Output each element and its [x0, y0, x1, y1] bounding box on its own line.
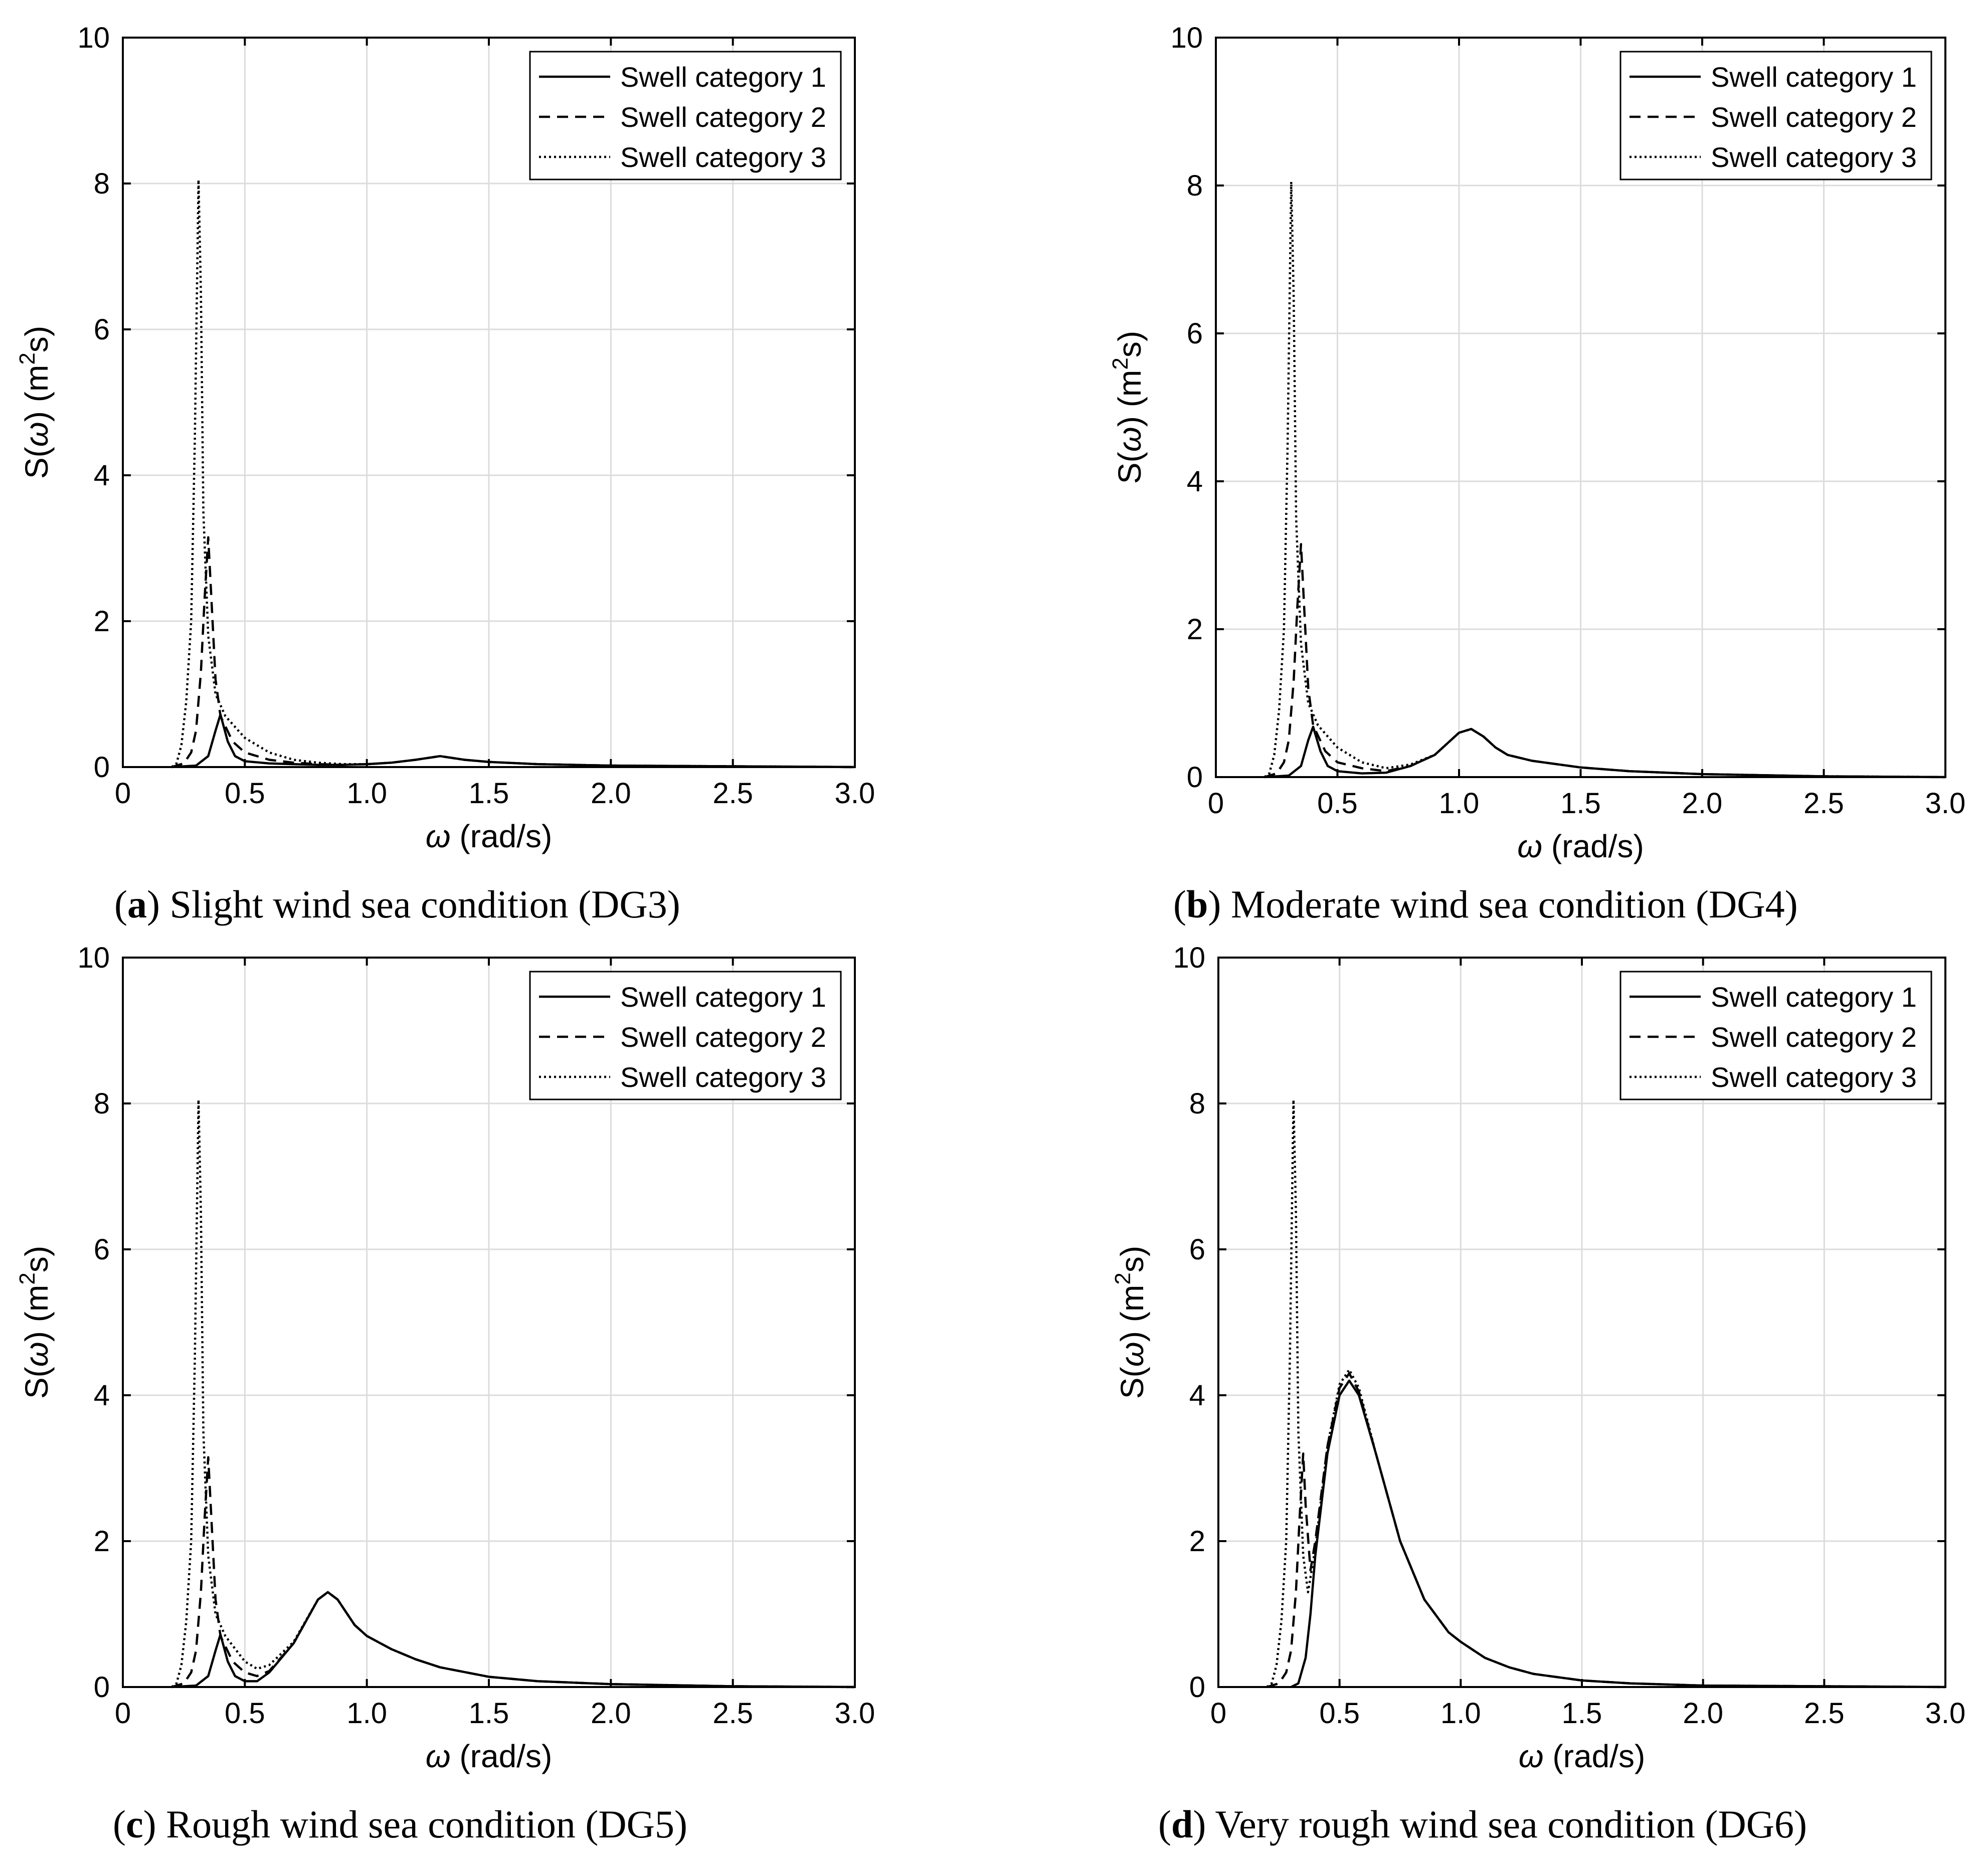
- panel-c-y-tick-label-0: 0: [94, 1671, 110, 1704]
- panel-b-x-tick-label-4: 2.0: [1682, 787, 1723, 820]
- panel-b-legend-label-2: Swell category 2: [1711, 101, 1917, 133]
- panel-b-x-tick-label-5: 2.5: [1803, 787, 1844, 820]
- panel-c-legend-label-1: Swell category 1: [620, 981, 826, 1013]
- panel-b-y-axis-label: S(ω) (m2s): [1108, 331, 1148, 484]
- panel-d-x-tick-label-2: 1.0: [1440, 1697, 1481, 1730]
- panel-d-y-tick-label-5: 10: [1173, 942, 1205, 974]
- panel-b-x-tick-label-6: 3.0: [1925, 787, 1966, 820]
- panel-d-legend-label-3: Swell category 3: [1711, 1061, 1917, 1093]
- panel-d-x-axis-label: ω (rad/s): [1519, 1738, 1646, 1774]
- panel-c-series-3-line: [170, 1098, 855, 1689]
- panel-d-series-3-line: [1266, 1098, 1946, 1689]
- panel-c-y-tick-label-3: 6: [94, 1233, 110, 1266]
- panel-b-x-tick-label-0: 0: [1208, 787, 1224, 820]
- panel-c-y-tick-label-4: 8: [94, 1087, 110, 1120]
- panel-a-y-tick-label-5: 10: [77, 22, 110, 54]
- panel-b-y-tick-label-3: 6: [1187, 317, 1203, 350]
- panel-b-y-tick-label-0: 0: [1187, 761, 1203, 794]
- panel-b-x-axis-label: ω (rad/s): [1517, 828, 1644, 864]
- panel-a-x-tick-label-2: 1.0: [346, 777, 387, 810]
- panel-b-y-tick-label-2: 4: [1187, 465, 1203, 498]
- panel-d: 0 0.5 1.0 1.5 2.0 2.5 3.0 0 2 4 6 8 10 ω (rad/s) S(ω) …: [1111, 942, 1965, 1846]
- panel-a-legend-label-3: Swell category 3: [620, 141, 826, 173]
- panel-c-legend-label-2: Swell category 2: [620, 1021, 826, 1053]
- panel-b-series-3-line: [1263, 180, 1946, 779]
- panel-b-x-tick-label-3: 1.5: [1560, 787, 1601, 820]
- panel-d-legend-box: [1619, 971, 1932, 1100]
- panel-c-x-tick-label-5: 2.5: [712, 1697, 753, 1730]
- panel-c-y-tick-label-5: 10: [77, 942, 110, 974]
- panel-d-y-tick-label-0: 0: [1189, 1671, 1205, 1704]
- panel-c-y-axis-label: S(ω) (m2s): [15, 1246, 55, 1399]
- panel-a-y-tick-label-3: 6: [94, 313, 110, 346]
- panel-c-x-tick-label-4: 2.0: [591, 1697, 631, 1730]
- panel-a-x-tick-label-0: 0: [115, 777, 131, 810]
- panel-b-y-tick-label-5: 10: [1170, 22, 1203, 54]
- panel-a-y-tick-label-2: 4: [94, 459, 110, 492]
- panel-a-x-tick-label-1: 0.5: [225, 777, 265, 810]
- panel-a-y-tick-label-0: 0: [94, 751, 110, 784]
- panel-c: 0 0.5 1.0 1.5 2.0 2.5 3.0 0 2 4 6 8 10 ω (rad/s) S(ω) …: [15, 942, 875, 1846]
- panel-d-x-tick-label-3: 1.5: [1562, 1697, 1602, 1730]
- panel-d-caption: (d) Very rough wind sea condition (DG6): [1158, 1802, 1807, 1846]
- panel-d-x-tick-label-1: 0.5: [1319, 1697, 1360, 1730]
- panel-d-y-axis-label: S(ω) (m2s): [1111, 1246, 1150, 1399]
- panel-d-x-tick-label-4: 2.0: [1683, 1697, 1723, 1730]
- panel-c-caption: (c) Rough wind sea condition (DG5): [113, 1802, 687, 1846]
- panel-b-legend-label-3: Swell category 3: [1711, 141, 1917, 173]
- panel-a: 0 0.5 1.0 1.5 2.0 2.5 3.0 0 2 4 6 8 10 ω (rad/s) S(ω) …: [15, 22, 875, 926]
- panel-d-y-tick-label-1: 2: [1189, 1525, 1205, 1558]
- panel-a-y-tick-label-1: 2: [94, 605, 110, 638]
- panel-d-legend-label-1: Swell category 1: [1711, 981, 1917, 1013]
- panel-a-y-axis-label: S(ω) (m2s): [15, 326, 55, 479]
- panel-c-y-tick-label-2: 4: [94, 1379, 110, 1412]
- panel-d-y-tick-label-2: 4: [1189, 1379, 1205, 1412]
- panel-c-x-tick-label-2: 1.0: [346, 1697, 387, 1730]
- panel-d-x-tick-label-6: 3.0: [1925, 1697, 1966, 1730]
- panel-a-x-tick-label-5: 2.5: [712, 777, 753, 810]
- panel-c-x-tick-label-0: 0: [115, 1697, 131, 1730]
- panel-c-x-tick-label-6: 3.0: [835, 1697, 875, 1730]
- panel-b-legend-box: [1619, 51, 1932, 180]
- panel-c-series-2-line: [171, 1456, 855, 1689]
- panel-a-legend: Swell category 1 Swell category 2 Swell ca…: [529, 51, 842, 180]
- panel-b-caption: (b) Moderate wind sea condition (DG4): [1173, 882, 1798, 926]
- panel-a-x-tick-label-4: 2.0: [591, 777, 631, 810]
- panel-b-y-tick-label-1: 2: [1187, 613, 1203, 646]
- panel-a-x-axis-label: ω (rad/s): [426, 818, 553, 854]
- panel-b-legend: Swell category 1 Swell category 2 Swell ca…: [1619, 51, 1932, 180]
- panel-c-x-tick-label-1: 0.5: [225, 1697, 265, 1730]
- panel-b-y-tick-label-4: 8: [1187, 169, 1203, 202]
- panel-c-x-axis-label: ω (rad/s): [426, 1738, 553, 1774]
- panel-a-x-tick-label-6: 3.0: [835, 777, 875, 810]
- panel-c-y-tick-label-1: 2: [94, 1525, 110, 1558]
- panel-b-x-tick-label-1: 0.5: [1317, 787, 1358, 820]
- panel-a-legend-label-2: Swell category 2: [620, 101, 826, 133]
- panel-c-x-tick-label-3: 1.5: [469, 1697, 509, 1730]
- panel-c-legend-box: [529, 971, 842, 1100]
- panel-d-legend: Swell category 1 Swell category 2 Swell ca…: [1619, 971, 1932, 1100]
- panel-a-legend-label-1: Swell category 1: [620, 61, 826, 93]
- panel-a-y-tick-label-4: 8: [94, 167, 110, 200]
- panel-c-legend: Swell category 1 Swell category 2 Swell ca…: [529, 971, 842, 1100]
- panel-b: 0 0.5 1.0 1.5 2.0 2.5 3.0 0 2 4 6 8 10 ω (rad/s) S(ω) …: [1108, 22, 1965, 926]
- panel-d-x-tick-label-5: 2.5: [1804, 1697, 1845, 1730]
- panel-d-legend-label-2: Swell category 2: [1711, 1021, 1917, 1053]
- panel-d-y-tick-label-3: 6: [1189, 1233, 1205, 1266]
- panel-d-y-tick-label-4: 8: [1189, 1087, 1205, 1120]
- panel-a-series-1-line: [171, 713, 855, 769]
- panel-a-x-tick-label-3: 1.5: [469, 777, 509, 810]
- panel-a-caption: (a) Slight wind sea condition (DG3): [114, 882, 680, 926]
- panel-c-legend-label-3: Swell category 3: [620, 1061, 826, 1093]
- panel-d-x-tick-label-0: 0: [1210, 1697, 1226, 1730]
- panel-b-legend-label-1: Swell category 1: [1711, 61, 1917, 93]
- panel-b-x-tick-label-2: 1.0: [1439, 787, 1480, 820]
- panel-a-legend-box: [529, 51, 842, 180]
